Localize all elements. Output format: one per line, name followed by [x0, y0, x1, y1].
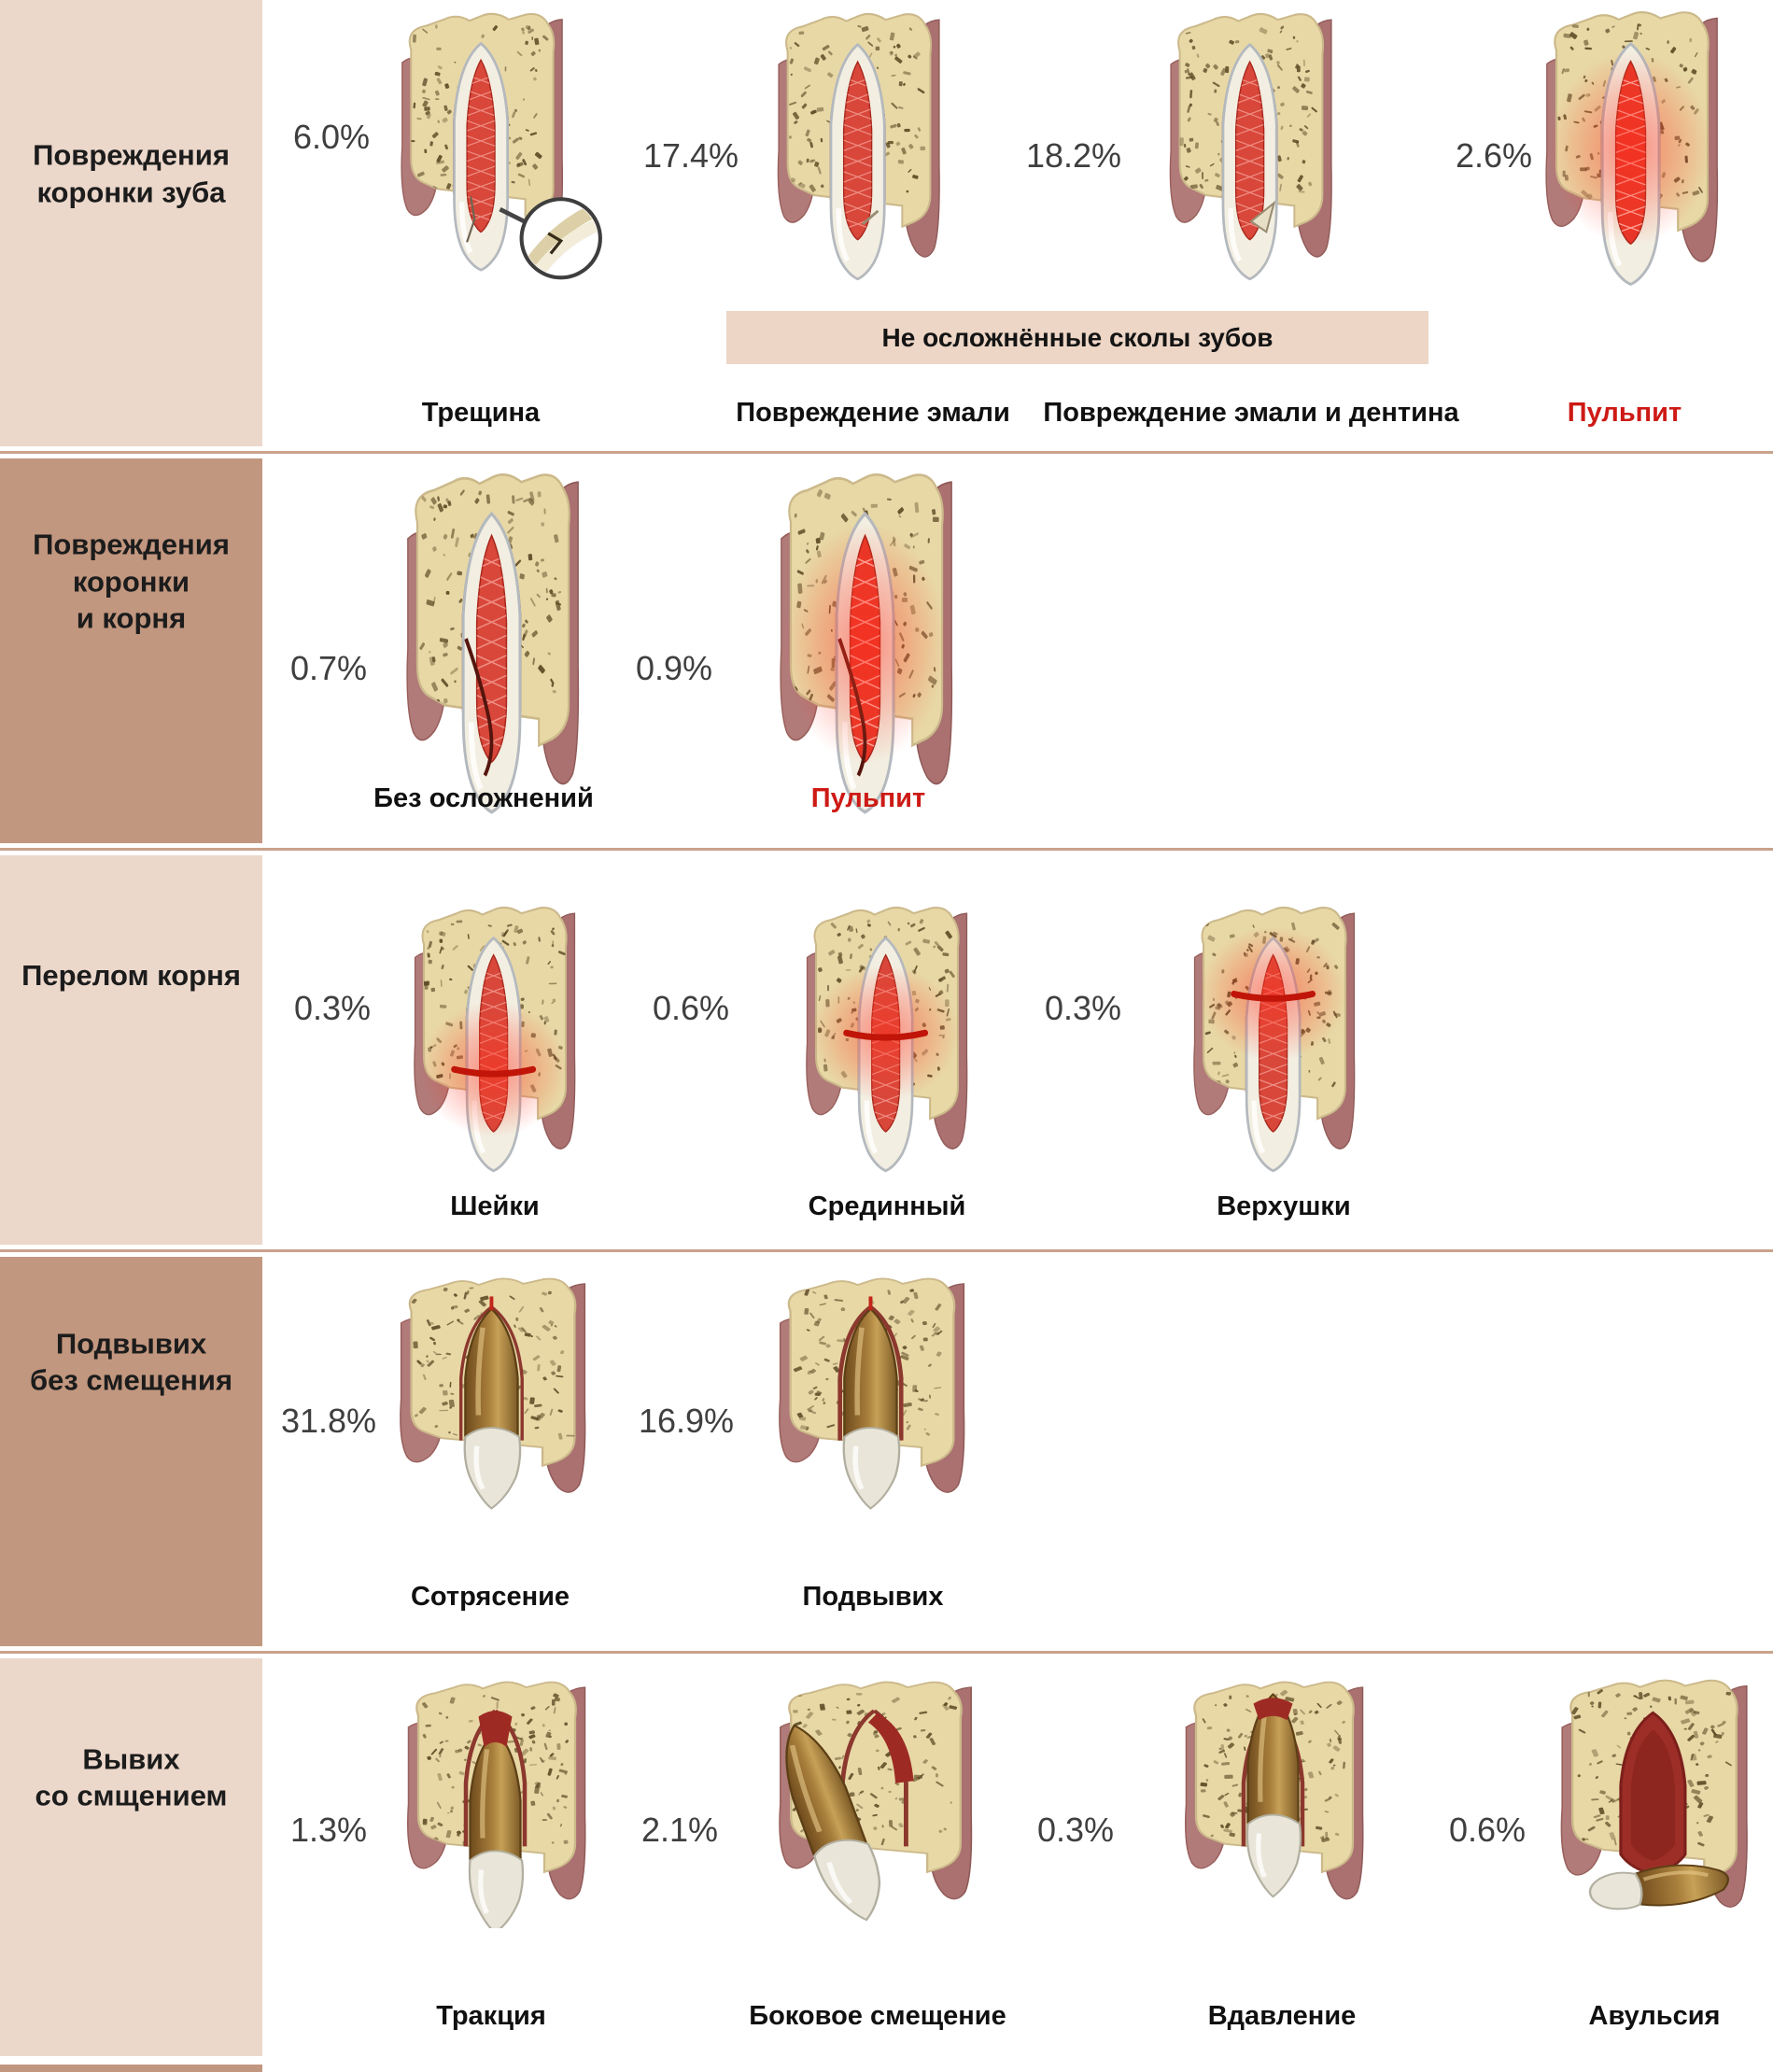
- percentage-value: 0.6%: [1448, 1811, 1527, 1849]
- percentage-value: 0.6%: [652, 989, 730, 1027]
- category-label: Вывих со смщением: [35, 1742, 228, 1812]
- tooth-enamel-damage-illustration: [775, 9, 943, 289]
- row-subluxation: Подвывих без смещения 31.8% Сотрясение 1…: [0, 1249, 1773, 1651]
- tooth-crack-illustration: [399, 9, 607, 280]
- row-root-fracture: Перелом корня 0.3% Шейки 0.6% Срединный …: [0, 848, 1773, 1249]
- injury-type-label: Тракция: [436, 2001, 546, 2031]
- injury-type-label: Без осложнений: [373, 783, 594, 813]
- injury-type-label: Сотрясение: [410, 1582, 570, 1612]
- tooth-subluxation-illustration: [776, 1275, 968, 1521]
- tooth-apex-fracture-illustration: [1191, 903, 1358, 1181]
- tooth-enamel-dentin-damage-illustration: [1167, 9, 1335, 289]
- tooth-mid-fracture-illustration: [804, 903, 971, 1181]
- injury-type-label: Срединный: [808, 1191, 966, 1221]
- tooth-pulpitis-illustration: [1543, 7, 1722, 295]
- category-label: Подвывих без смещения: [29, 1326, 233, 1397]
- tooth-traction-illustration: [404, 1678, 589, 1935]
- category-label: Перелом корня: [21, 959, 241, 993]
- percentage-value: 2.1%: [640, 1811, 719, 1849]
- percentage-value: 31.8%: [280, 1402, 377, 1440]
- injury-type-label: Пульпит: [1567, 398, 1682, 428]
- percentage-value: 16.9%: [638, 1402, 735, 1440]
- injury-type-label: Повреждение эмали и дентина: [1043, 398, 1459, 428]
- injury-type-label: Авульсия: [1588, 2001, 1721, 2031]
- injury-type-label: Повреждение эмали: [736, 398, 1010, 428]
- percentage-value: 17.4%: [642, 136, 739, 175]
- bottom-strip: [0, 2061, 1773, 2072]
- tooth-root-crack-pulpitis-illustration: [778, 469, 956, 825]
- sidebar-crown-root-injuries: Повреждения коронки и корня: [0, 458, 262, 843]
- category-label: Повреждения коронки и корня: [33, 528, 230, 635]
- tooth-root-crack-illustration: [404, 469, 583, 825]
- sidebar-root-fracture: Перелом корня: [0, 855, 262, 1245]
- injury-type-label: Вдавление: [1207, 2001, 1357, 2031]
- category-label: Повреждения коронки зуба: [33, 138, 230, 209]
- injury-type-label: Шейки: [450, 1191, 540, 1221]
- tooth-intrusion-illustration: [1182, 1678, 1367, 1928]
- injury-type-label: Верхушки: [1217, 1191, 1351, 1221]
- injury-type-label: Пульпит: [810, 783, 926, 813]
- tooth-lateral-luxation-illustration: [776, 1678, 976, 1928]
- sidebar-next-row-peek: [0, 2065, 262, 2072]
- injury-type-label: Подвывих: [802, 1582, 944, 1612]
- injury-type-label: Боковое смещение: [749, 2001, 1006, 2031]
- percentage-value: 0.3%: [1036, 1811, 1115, 1849]
- percentage-value: 0.9%: [635, 649, 713, 687]
- injury-type-label: Трещина: [421, 398, 541, 428]
- row-luxation: Вывих со смщением 1.3% Тракция 2.1% Боко…: [0, 1651, 1773, 2061]
- percentage-value: 0.7%: [289, 649, 368, 687]
- percentage-value: 1.3%: [289, 1811, 368, 1849]
- tooth-neck-fracture-illustration: [412, 903, 579, 1181]
- percentage-value: 0.3%: [293, 989, 372, 1027]
- sidebar-subluxation: Подвывих без смещения: [0, 1257, 262, 1646]
- row-crown-root-injuries: Повреждения коронки и корня 0.7% Без осл…: [0, 451, 1773, 848]
- uncomplicated-chips-banner: Не осложнённые сколы зубов: [726, 311, 1428, 364]
- percentage-value: 6.0%: [292, 118, 371, 156]
- percentage-value: 18.2%: [1025, 136, 1122, 175]
- tooth-concussion-illustration: [397, 1275, 589, 1521]
- sidebar-luxation: Вывих со смщением: [0, 1658, 262, 2056]
- sidebar-crown-injuries: Повреждения коронки зуба: [0, 0, 262, 446]
- row-crown-injuries: Повреждения коронки зуба Не осложнённые …: [0, 0, 1773, 451]
- percentage-value: 0.3%: [1044, 989, 1122, 1027]
- percentage-value: 2.6%: [1455, 136, 1533, 175]
- tooth-avulsion-illustration: [1558, 1676, 1752, 1938]
